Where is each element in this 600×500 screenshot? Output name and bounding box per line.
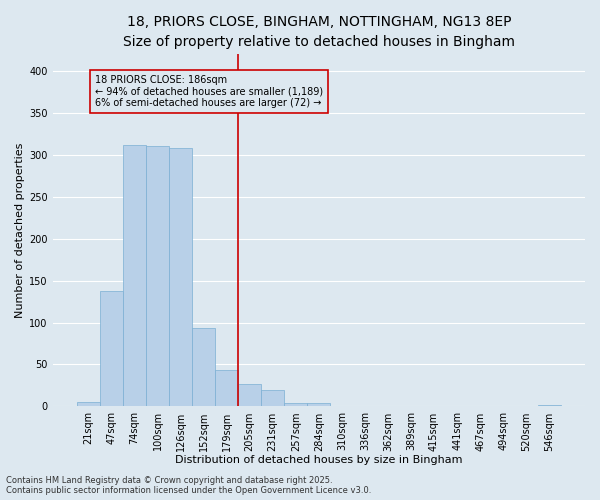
Text: Contains HM Land Registry data © Crown copyright and database right 2025.
Contai: Contains HM Land Registry data © Crown c… xyxy=(6,476,371,495)
Text: 18 PRIORS CLOSE: 186sqm
← 94% of detached houses are smaller (1,189)
6% of semi-: 18 PRIORS CLOSE: 186sqm ← 94% of detache… xyxy=(95,75,323,108)
Bar xyxy=(169,148,192,406)
Bar xyxy=(238,384,261,406)
Title: 18, PRIORS CLOSE, BINGHAM, NOTTINGHAM, NG13 8EP
Size of property relative to det: 18, PRIORS CLOSE, BINGHAM, NOTTINGHAM, N… xyxy=(123,15,515,48)
Y-axis label: Number of detached properties: Number of detached properties xyxy=(15,142,25,318)
Bar xyxy=(192,328,215,406)
Bar xyxy=(215,370,238,406)
Bar xyxy=(538,405,561,406)
Bar xyxy=(284,403,307,406)
Bar xyxy=(261,390,284,406)
Bar xyxy=(123,146,146,406)
Bar xyxy=(100,292,123,406)
Bar xyxy=(77,402,100,406)
Bar xyxy=(146,146,169,406)
X-axis label: Distribution of detached houses by size in Bingham: Distribution of detached houses by size … xyxy=(175,455,463,465)
Bar xyxy=(307,403,331,406)
